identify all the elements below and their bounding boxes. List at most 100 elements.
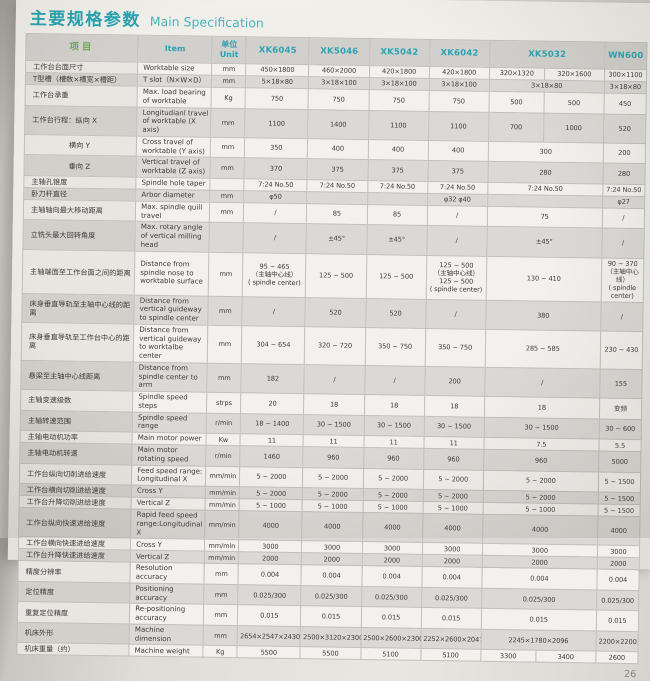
- value-cell: 18: [424, 395, 485, 417]
- value-cell: 4000: [482, 514, 598, 546]
- item-en-cell: Vertical Z: [131, 497, 206, 511]
- value-cell: 5 ~ 2000: [239, 486, 303, 500]
- unit-cell: mm: [211, 63, 246, 76]
- unit-cell: mm: [207, 363, 242, 393]
- model-header-xk5046: XK5046: [309, 37, 370, 66]
- value-cell: /: [243, 202, 308, 224]
- value-cell: 0.015: [420, 607, 482, 630]
- value-cell: 750: [428, 90, 489, 112]
- value-cell: 125 ~ 500 （主轴中心线） 125 ~ 500 ( spindle ce…: [425, 254, 487, 300]
- item-cn-cell: 主轴电动机转速: [19, 442, 133, 465]
- value-cell: φ50: [243, 190, 308, 204]
- value-cell: 1100: [428, 110, 489, 142]
- value-cell: 300: [487, 141, 604, 164]
- value-cell: 450×1800: [245, 63, 310, 77]
- unit-cell: mm/min: [205, 486, 240, 499]
- value-cell: 7:24 No.50: [602, 183, 645, 197]
- unit-cell: mm: [207, 325, 243, 364]
- value-cell: 0.004: [238, 564, 302, 586]
- item-en-cell: Spindle speed steps: [132, 391, 208, 413]
- value-cell: 2000: [301, 553, 362, 566]
- value-cell: 0.004: [301, 565, 362, 587]
- value-cell: 5.5: [598, 439, 642, 452]
- item-cn-cell: 工作台纵向快速进给速度: [18, 507, 132, 539]
- value-cell: 18: [363, 394, 425, 417]
- value-cell: 5 ~ 2000: [483, 469, 599, 493]
- value-cell: 4000: [422, 513, 483, 544]
- value-cell: 变频: [599, 398, 642, 420]
- unit-cell: [210, 177, 245, 191]
- value-cell: /: [601, 228, 645, 259]
- unit-cell: Kg: [203, 645, 238, 659]
- value-cell: [367, 192, 428, 206]
- unit-cell: mm: [203, 584, 239, 606]
- value-cell: 2600: [595, 651, 638, 665]
- unit-cell: mm: [211, 75, 246, 88]
- value-cell: ±45°: [486, 226, 603, 258]
- value-cell: 520: [603, 113, 646, 144]
- value-cell: 85: [306, 203, 368, 225]
- value-cell: 1100: [368, 110, 429, 141]
- item-cn-cell: 精度分辨率: [17, 560, 131, 584]
- value-cell: 3000: [597, 545, 640, 559]
- item-cn-cell: 横向 Y: [24, 134, 137, 157]
- item-en-cell: Rapid feed speed range:Longitudinal X: [130, 509, 206, 540]
- item-en-cell: Distance from spindle center to arm: [132, 362, 208, 393]
- value-cell: [307, 191, 368, 205]
- unit-cell: [209, 222, 244, 253]
- value-cell: 30 ~ 1500: [363, 415, 425, 437]
- value-cell: /: [600, 301, 644, 332]
- value-cell: 5 ~ 2000: [239, 466, 304, 488]
- value-cell: 0.004: [361, 565, 422, 588]
- value-cell: 5100: [360, 647, 421, 661]
- item-en-cell: Vertical travel of worktable (Z axis): [136, 156, 211, 178]
- item-cn-header: 项目: [25, 33, 139, 63]
- value-cell: 5 ~ 2000: [362, 468, 424, 490]
- value-cell: 1000: [543, 112, 604, 143]
- value-cell: 0.025/300: [301, 585, 362, 607]
- item-cn-cell: 主轴变速级数: [20, 389, 133, 412]
- value-cell: 3000: [361, 541, 423, 555]
- item-en-cell: Arbor diameter: [135, 188, 211, 202]
- value-cell: /: [426, 205, 488, 227]
- item-en-cell: Main motor rotating speed: [131, 444, 207, 466]
- value-cell: 125 ~ 500: [305, 253, 367, 299]
- value-cell: 5500: [300, 647, 361, 660]
- item-en-cell: Machine weight: [129, 644, 204, 658]
- value-cell: 5 ~ 1000: [239, 498, 303, 512]
- value-cell: 520: [365, 298, 426, 329]
- value-cell: /: [602, 207, 645, 229]
- value-cell: 2000: [597, 557, 640, 571]
- value-cell: 0.025/300: [361, 586, 422, 608]
- value-cell: 1100: [244, 108, 309, 139]
- item-cn-cell: 定位精度: [17, 581, 131, 604]
- unit-cell: mm: [210, 107, 246, 138]
- value-cell: 350 ~ 750: [424, 328, 486, 368]
- value-cell: 5 ~ 2000: [302, 487, 363, 501]
- value-cell: 0.015: [300, 606, 362, 628]
- value-cell: 11: [363, 435, 424, 449]
- item-en-cell: Max. spindle quill travel: [135, 200, 210, 223]
- value-cell: 5 ~ 1500: [598, 471, 641, 493]
- value-cell: 3400: [535, 650, 596, 664]
- value-cell: 320×1600: [544, 68, 605, 82]
- value-cell: 4000: [597, 516, 640, 547]
- value-cell: 500: [488, 91, 545, 113]
- value-cell: 18: [484, 396, 600, 419]
- value-cell: 2500×3120×2300: [300, 626, 361, 648]
- value-cell: 750: [308, 88, 369, 111]
- value-cell: 3000: [422, 542, 483, 556]
- item-cn-cell: 工作台纵向切削进给速度: [19, 463, 132, 486]
- unit-cell: mm: [210, 157, 245, 179]
- value-cell: 350 ~ 750: [364, 327, 426, 367]
- value-cell: 320 ~ 720: [304, 326, 366, 366]
- value-cell: 30 ~ 1500: [303, 414, 364, 436]
- unit-cell: mm: [208, 295, 243, 326]
- item-en-cell: Machine dimension: [129, 623, 204, 646]
- value-cell: 750: [245, 87, 309, 110]
- value-cell: 3000: [238, 540, 303, 554]
- item-en-cell: Distance from spindle nose to worktable …: [134, 250, 210, 296]
- item-en-cell: Longitudianl travel of worktable (X axis…: [136, 106, 212, 137]
- value-cell: 30 ~ 600: [599, 418, 642, 440]
- value-cell: φ27: [602, 195, 645, 209]
